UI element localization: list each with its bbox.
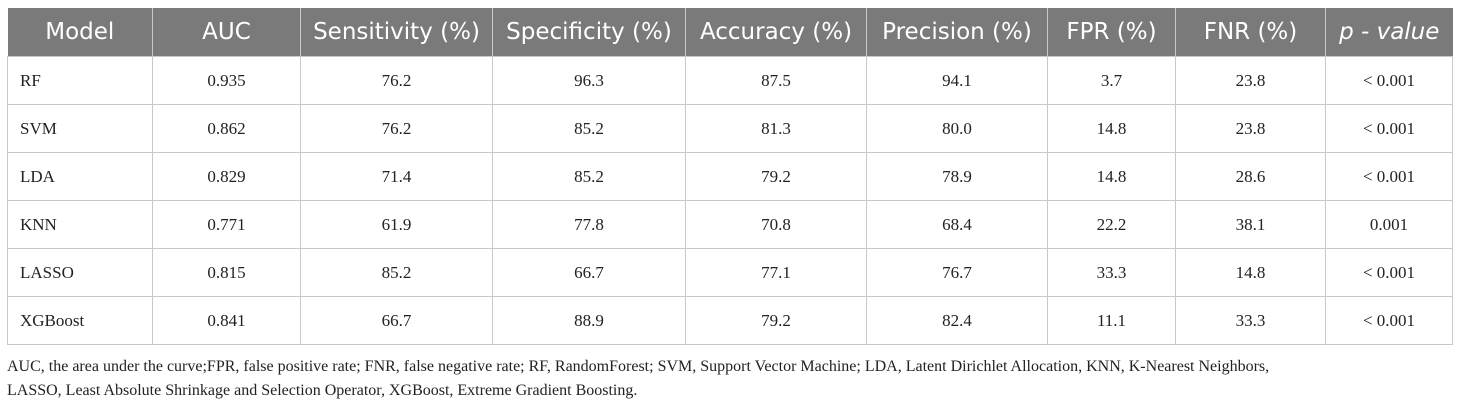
cell-fnr: 23.8 <box>1175 56 1326 105</box>
cell-p-value: < 0.001 <box>1325 56 1453 105</box>
results-table-container: Model AUC Sensitivity (%) Specificity (%… <box>7 8 1453 345</box>
cell-auc: 0.815 <box>152 248 301 297</box>
cell-precision: 94.1 <box>866 56 1048 105</box>
cell-sensitivity: 76.2 <box>300 56 493 105</box>
cell-accuracy: 79.2 <box>685 152 867 201</box>
cell-precision: 78.9 <box>866 152 1048 201</box>
table-header-row: Model AUC Sensitivity (%) Specificity (%… <box>7 8 1453 57</box>
header-auc: AUC <box>152 8 301 57</box>
cell-p-value: < 0.001 <box>1325 296 1453 345</box>
cell-p-value: < 0.001 <box>1325 248 1453 297</box>
cell-model: RF <box>7 56 153 105</box>
cell-p-value: < 0.001 <box>1325 104 1453 153</box>
footnote-line-2: LASSO, Least Absolute Shrinkage and Sele… <box>7 382 638 399</box>
cell-sensitivity: 71.4 <box>300 152 493 201</box>
header-precision: Precision (%) <box>866 8 1048 57</box>
cell-specificity: 88.9 <box>492 296 686 345</box>
header-specificity: Specificity (%) <box>492 8 686 57</box>
cell-auc: 0.862 <box>152 104 301 153</box>
table-row: SVM 0.862 76.2 85.2 81.3 80.0 14.8 23.8 … <box>7 104 1453 153</box>
cell-sensitivity: 76.2 <box>300 104 493 153</box>
cell-p-value: < 0.001 <box>1325 152 1453 201</box>
cell-accuracy: 77.1 <box>685 248 867 297</box>
cell-specificity: 96.3 <box>492 56 686 105</box>
cell-specificity: 85.2 <box>492 152 686 201</box>
table-row: XGBoost 0.841 66.7 88.9 79.2 82.4 11.1 3… <box>7 296 1453 345</box>
cell-model: XGBoost <box>7 296 153 345</box>
cell-model: KNN <box>7 200 153 249</box>
cell-sensitivity: 85.2 <box>300 248 493 297</box>
cell-sensitivity: 66.7 <box>300 296 493 345</box>
table-row: LASSO 0.815 85.2 66.7 77.1 76.7 33.3 14.… <box>7 248 1453 297</box>
cell-auc: 0.841 <box>152 296 301 345</box>
cell-accuracy: 70.8 <box>685 200 867 249</box>
header-fpr: FPR (%) <box>1047 8 1176 57</box>
cell-sensitivity: 61.9 <box>300 200 493 249</box>
header-sensitivity: Sensitivity (%) <box>300 8 493 57</box>
cell-fpr: 14.8 <box>1047 104 1176 153</box>
cell-fnr: 38.1 <box>1175 200 1326 249</box>
cell-fnr: 28.6 <box>1175 152 1326 201</box>
cell-auc: 0.771 <box>152 200 301 249</box>
cell-precision: 80.0 <box>866 104 1048 153</box>
cell-specificity: 77.8 <box>492 200 686 249</box>
cell-fnr: 23.8 <box>1175 104 1326 153</box>
cell-specificity: 85.2 <box>492 104 686 153</box>
cell-precision: 68.4 <box>866 200 1048 249</box>
table-row: RF 0.935 76.2 96.3 87.5 94.1 3.7 23.8 < … <box>7 56 1453 105</box>
cell-accuracy: 79.2 <box>685 296 867 345</box>
header-model: Model <box>7 8 153 57</box>
table-row: KNN 0.771 61.9 77.8 70.8 68.4 22.2 38.1 … <box>7 200 1453 249</box>
cell-fpr: 14.8 <box>1047 152 1176 201</box>
cell-precision: 76.7 <box>866 248 1048 297</box>
cell-fnr: 33.3 <box>1175 296 1326 345</box>
cell-model: LDA <box>7 152 153 201</box>
cell-fnr: 14.8 <box>1175 248 1326 297</box>
header-accuracy: Accuracy (%) <box>685 8 867 57</box>
table-row: LDA 0.829 71.4 85.2 79.2 78.9 14.8 28.6 … <box>7 152 1453 201</box>
cell-model: SVM <box>7 104 153 153</box>
cell-specificity: 66.7 <box>492 248 686 297</box>
header-fnr: FNR (%) <box>1175 8 1326 57</box>
model-performance-table: Model AUC Sensitivity (%) Specificity (%… <box>7 8 1453 345</box>
cell-accuracy: 81.3 <box>685 104 867 153</box>
header-p-value: p - value <box>1339 19 1440 45</box>
footnote-line-1: AUC, the area under the curve;FPR, false… <box>7 358 1270 375</box>
cell-model: LASSO <box>7 248 153 297</box>
cell-fpr: 11.1 <box>1047 296 1176 345</box>
table-footnote: AUC, the area under the curve;FPR, false… <box>7 355 1457 403</box>
cell-precision: 82.4 <box>866 296 1048 345</box>
cell-fpr: 22.2 <box>1047 200 1176 249</box>
cell-fpr: 33.3 <box>1047 248 1176 297</box>
cell-p-value: 0.001 <box>1325 200 1453 249</box>
cell-auc: 0.829 <box>152 152 301 201</box>
cell-fpr: 3.7 <box>1047 56 1176 105</box>
cell-accuracy: 87.5 <box>685 56 867 105</box>
cell-auc: 0.935 <box>152 56 301 105</box>
